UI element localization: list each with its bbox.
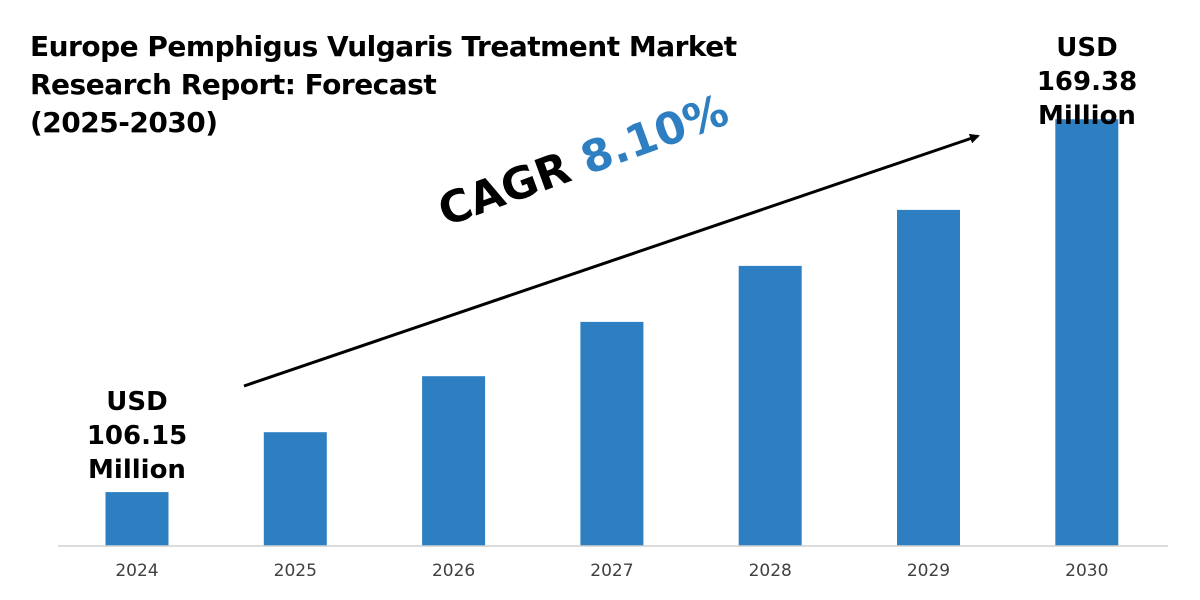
bar-2028	[738, 265, 802, 546]
x-tick-label-2030: 2030	[1065, 561, 1108, 581]
x-tick-label-2029: 2029	[907, 561, 950, 581]
start-callout-unit: Million	[88, 455, 186, 485]
bars	[105, 119, 1119, 546]
start-value-callout: USD 106.15 Million	[62, 385, 212, 487]
bar-2029	[897, 209, 960, 546]
x-tick-labels: 2024 2025 2026 2027 2028 2029 2030	[115, 561, 1108, 581]
x-tick-label-2026: 2026	[432, 561, 475, 581]
bar-2026	[422, 376, 486, 546]
bar-2025	[263, 432, 327, 546]
start-callout-currency: USD	[106, 387, 168, 417]
end-callout-value: 169.38	[1036, 67, 1138, 97]
end-callout-currency: USD	[1056, 33, 1118, 63]
end-callout-unit: Million	[1038, 101, 1136, 131]
chart-title: Europe Pemphigus Vulgaris Treatment Mark…	[30, 28, 790, 142]
x-tick-label-2024: 2024	[115, 561, 158, 581]
start-callout-value: 106.15	[86, 421, 188, 451]
bar-2027	[580, 321, 644, 546]
chart-title-line-2: Research Report: Forecast	[30, 68, 437, 101]
bar-2024	[105, 492, 169, 546]
growth-arrow	[243, 133, 980, 388]
chart-title-line-1: Europe Pemphigus Vulgaris Treatment Mark…	[30, 30, 737, 63]
chart-title-line-3: (2025-2030)	[30, 106, 218, 139]
bar-2030	[1055, 119, 1119, 546]
x-tick-label-2027: 2027	[590, 561, 633, 581]
x-tick-label-2025: 2025	[274, 561, 317, 581]
x-tick-label-2028: 2028	[749, 561, 792, 581]
end-value-callout: USD 169.38 Million	[1012, 31, 1162, 133]
